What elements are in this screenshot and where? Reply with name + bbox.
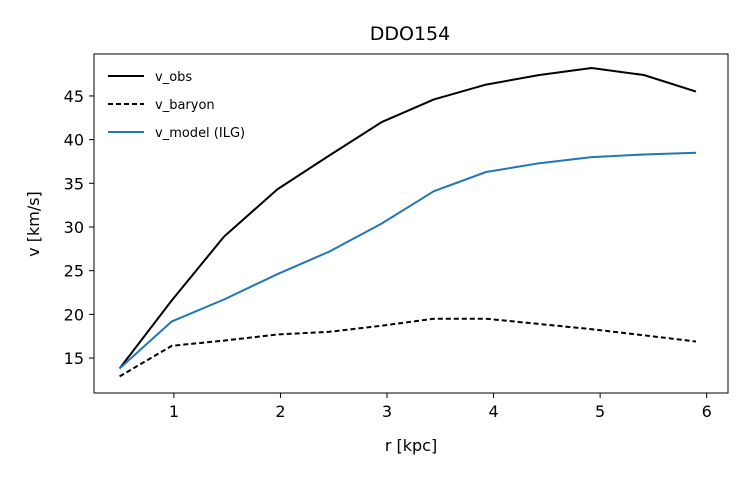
series-line-2 (118, 151, 697, 370)
legend-label-1: v_baryon (155, 98, 215, 113)
plot-frame (93, 53, 729, 394)
y-axis-label: v [km/s] (24, 191, 43, 257)
x-axis-ticks: 1 2 3 4 5 6 (169, 393, 712, 421)
chart-title: DDO154 (370, 23, 450, 45)
y-axis-ticks: 15 20 25 30 35 40 45 (64, 87, 94, 368)
x-axis-label: r [kpc] (385, 436, 437, 455)
series-layer (118, 67, 697, 378)
legend: v_obs v_baryon v_model (ILG) (108, 70, 245, 141)
y-tick-label-3: 30 (64, 218, 84, 237)
y-tick-label-1: 20 (64, 305, 84, 324)
y-tick-label-5: 40 (64, 131, 84, 150)
x-tick-label-5: 6 (702, 402, 712, 421)
y-tick-label-6: 45 (64, 87, 84, 106)
series-line-0 (118, 67, 697, 370)
series-line-1 (119, 317, 697, 378)
x-tick-label-2: 3 (382, 402, 392, 421)
x-tick-label-4: 5 (595, 402, 605, 421)
y-tick-label-4: 35 (64, 174, 84, 193)
y-tick-label-0: 15 (64, 349, 84, 368)
y-tick-label-2: 25 (64, 262, 84, 281)
x-tick-label-1: 2 (275, 402, 285, 421)
legend-label-0: v_obs (155, 70, 192, 85)
x-tick-label-3: 4 (488, 402, 498, 421)
legend-label-2: v_model (ILG) (155, 126, 245, 141)
x-tick-label-0: 1 (169, 402, 179, 421)
